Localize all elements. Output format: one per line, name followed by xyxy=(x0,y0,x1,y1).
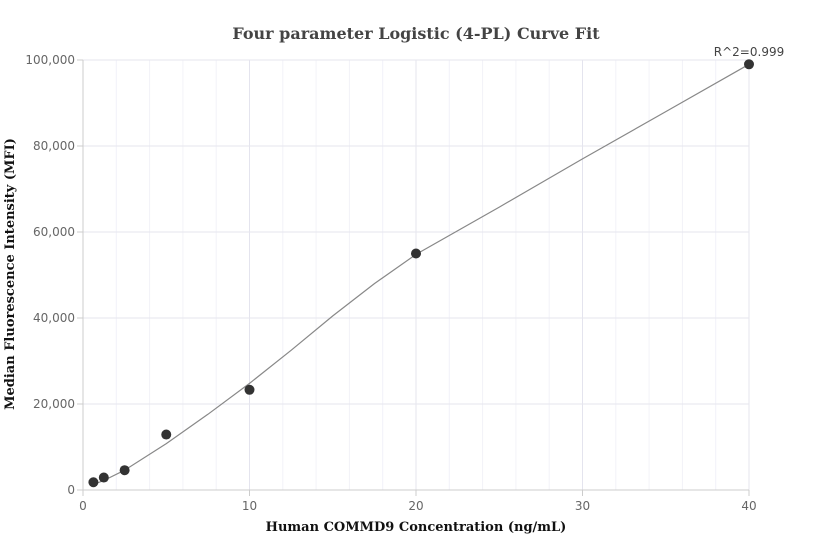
chart-title: Four parameter Logistic (4-PL) Curve Fit xyxy=(232,24,600,43)
x-tick-label: 30 xyxy=(575,499,590,513)
data-point xyxy=(244,384,255,395)
tick-labels: 0 10 20 30 40 0 20,000 40,000 60,000 80,000 100,00… xyxy=(25,53,756,513)
y-tick-label: 100,000 xyxy=(25,53,75,67)
r-squared-annotation: R^2=0.999 xyxy=(714,45,784,59)
y-axis-title: Median Fluorescence Intensity (MFI) xyxy=(3,138,18,410)
y-tick-label: 40,000 xyxy=(33,311,75,325)
data-point xyxy=(411,248,421,259)
x-axis-title: Human COMMD9 Concentration (ng/mL) xyxy=(266,520,567,535)
grid xyxy=(82,59,750,491)
x-tick-label: 0 xyxy=(79,499,87,513)
data-point xyxy=(161,429,172,440)
data-point xyxy=(744,59,754,70)
fit-curve-line xyxy=(93,63,750,485)
data-point xyxy=(88,477,99,488)
x-tick-label: 20 xyxy=(408,499,423,513)
data-points xyxy=(88,59,754,488)
axes xyxy=(77,59,750,496)
x-tick-label: 10 xyxy=(242,499,257,513)
data-point xyxy=(119,465,130,476)
x-tick-label: 40 xyxy=(741,499,756,513)
y-tick-label: 0 xyxy=(67,483,75,497)
y-tick-label: 20,000 xyxy=(33,397,75,411)
y-tick-label: 60,000 xyxy=(33,225,75,239)
data-point xyxy=(98,472,109,483)
y-tick-label: 80,000 xyxy=(33,139,75,153)
fit-curve-group xyxy=(93,63,750,485)
